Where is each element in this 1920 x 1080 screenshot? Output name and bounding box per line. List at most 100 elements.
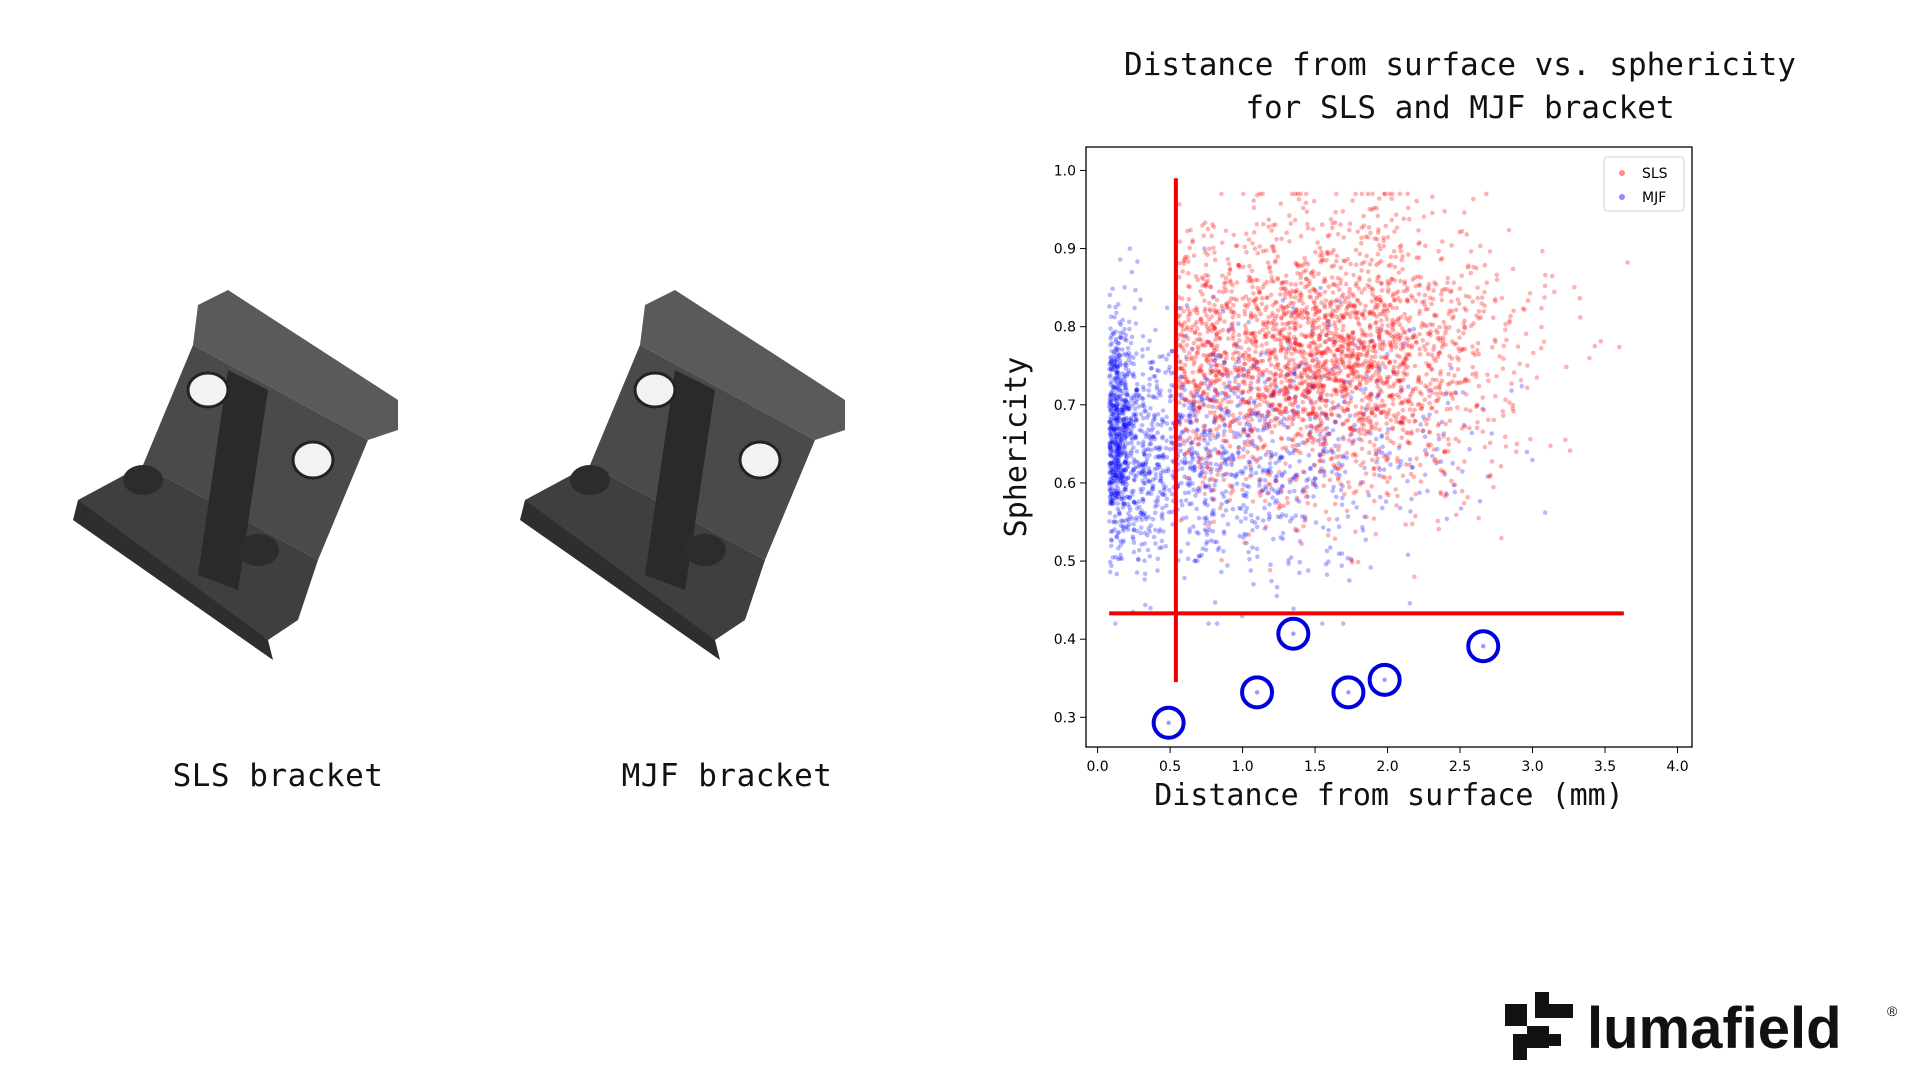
sls-point bbox=[1442, 209, 1447, 214]
sls-point bbox=[1284, 397, 1290, 403]
mjf-point bbox=[1108, 360, 1114, 365]
sls-point bbox=[1470, 372, 1475, 377]
sls-point bbox=[1310, 329, 1315, 335]
mjf-point bbox=[1348, 395, 1354, 400]
sls-point bbox=[1305, 373, 1310, 378]
mjf-point bbox=[1304, 478, 1309, 483]
sls-point bbox=[1313, 346, 1318, 352]
sls-point bbox=[1364, 253, 1369, 259]
sls-point bbox=[1221, 438, 1226, 444]
sls-point bbox=[1322, 312, 1328, 318]
mjf-point bbox=[1123, 425, 1128, 431]
mjf-point bbox=[1291, 379, 1296, 384]
mjf-point bbox=[1214, 467, 1220, 473]
sls-point bbox=[1329, 412, 1334, 417]
sls-point bbox=[1390, 191, 1395, 197]
mjf-point bbox=[1219, 569, 1224, 575]
sls-point bbox=[1248, 275, 1253, 281]
sls-point bbox=[1409, 431, 1414, 437]
sls-point bbox=[1214, 390, 1220, 395]
sls-point bbox=[1261, 423, 1267, 429]
sls-point bbox=[1408, 293, 1414, 299]
sls-point bbox=[1180, 269, 1185, 274]
sls-point bbox=[1382, 302, 1387, 307]
sls-point bbox=[1183, 397, 1188, 403]
sls-point bbox=[1293, 384, 1298, 389]
mjf-point bbox=[1236, 450, 1241, 456]
sls-point bbox=[1313, 399, 1318, 405]
mjf-point bbox=[1238, 433, 1243, 438]
sls-point bbox=[1394, 225, 1400, 231]
mjf-point bbox=[1509, 388, 1514, 393]
mjf-point bbox=[1115, 376, 1121, 381]
mjf-point bbox=[1153, 475, 1158, 481]
sls-point bbox=[1288, 294, 1294, 299]
mjf-point bbox=[1325, 319, 1331, 324]
mjf-point bbox=[1122, 502, 1128, 507]
sls-point bbox=[1215, 472, 1220, 477]
mjf-point bbox=[1427, 412, 1432, 418]
sls-point bbox=[1345, 374, 1351, 379]
sls-point bbox=[1386, 411, 1391, 416]
sls-point bbox=[1429, 366, 1434, 372]
mjf-point bbox=[1110, 469, 1115, 474]
sls-point bbox=[1499, 535, 1504, 541]
sls-point bbox=[1256, 387, 1262, 393]
sls-point bbox=[1432, 313, 1437, 318]
sls-point bbox=[1390, 322, 1396, 328]
mjf-point bbox=[1129, 489, 1135, 494]
mjf-point bbox=[1126, 422, 1132, 427]
mjf-point bbox=[1147, 479, 1153, 485]
sls-point bbox=[1267, 384, 1273, 390]
sls-point bbox=[1356, 338, 1361, 344]
sls-point bbox=[1382, 191, 1387, 197]
sls-point bbox=[1403, 462, 1409, 467]
sls-point bbox=[1436, 421, 1442, 427]
mjf-point bbox=[1142, 462, 1148, 468]
sls-point bbox=[1211, 294, 1216, 299]
sls-point bbox=[1378, 355, 1384, 360]
mjf-point bbox=[1107, 519, 1112, 524]
mjf-point bbox=[1140, 396, 1145, 401]
mjf-point bbox=[1279, 473, 1285, 479]
sls-point bbox=[1442, 449, 1448, 455]
sls-point bbox=[1204, 324, 1210, 330]
sls-point bbox=[1468, 249, 1474, 254]
sls-point bbox=[1478, 243, 1483, 249]
sls-point bbox=[1296, 414, 1301, 420]
mjf-point bbox=[1204, 396, 1210, 401]
mjf-point bbox=[1114, 491, 1119, 496]
sls-point bbox=[1260, 358, 1266, 364]
sls-point bbox=[1310, 324, 1316, 330]
mjf-point bbox=[1114, 372, 1120, 377]
mjf-point bbox=[1113, 407, 1118, 413]
sls-point bbox=[1414, 340, 1419, 345]
sls-point bbox=[1342, 337, 1348, 342]
mjf-point bbox=[1265, 469, 1271, 475]
sls-point bbox=[1364, 365, 1370, 370]
mjf-point bbox=[1187, 414, 1193, 419]
sls-point bbox=[1300, 380, 1306, 385]
sls-point bbox=[1305, 311, 1310, 316]
sls-point bbox=[1448, 406, 1453, 412]
sls-point bbox=[1223, 392, 1228, 397]
mjf-point bbox=[1113, 345, 1118, 350]
sls-point bbox=[1336, 477, 1341, 482]
mjf-point bbox=[1149, 486, 1155, 492]
mjf-point bbox=[1202, 485, 1208, 490]
sls-point bbox=[1298, 290, 1303, 296]
outlier-ring bbox=[1367, 662, 1402, 697]
sls-point bbox=[1181, 339, 1186, 344]
sls-point bbox=[1211, 410, 1217, 415]
sls-point bbox=[1192, 308, 1197, 313]
sls-point bbox=[1212, 348, 1217, 353]
sls-point bbox=[1283, 387, 1289, 392]
mjf-point bbox=[1125, 465, 1130, 471]
sls-point bbox=[1486, 378, 1491, 384]
sls-point bbox=[1320, 258, 1326, 263]
sls-point bbox=[1313, 325, 1319, 331]
mjf-point bbox=[1323, 561, 1329, 567]
mjf-point bbox=[1467, 447, 1472, 452]
mjf-point bbox=[1146, 393, 1152, 399]
sls-point bbox=[1482, 262, 1488, 268]
